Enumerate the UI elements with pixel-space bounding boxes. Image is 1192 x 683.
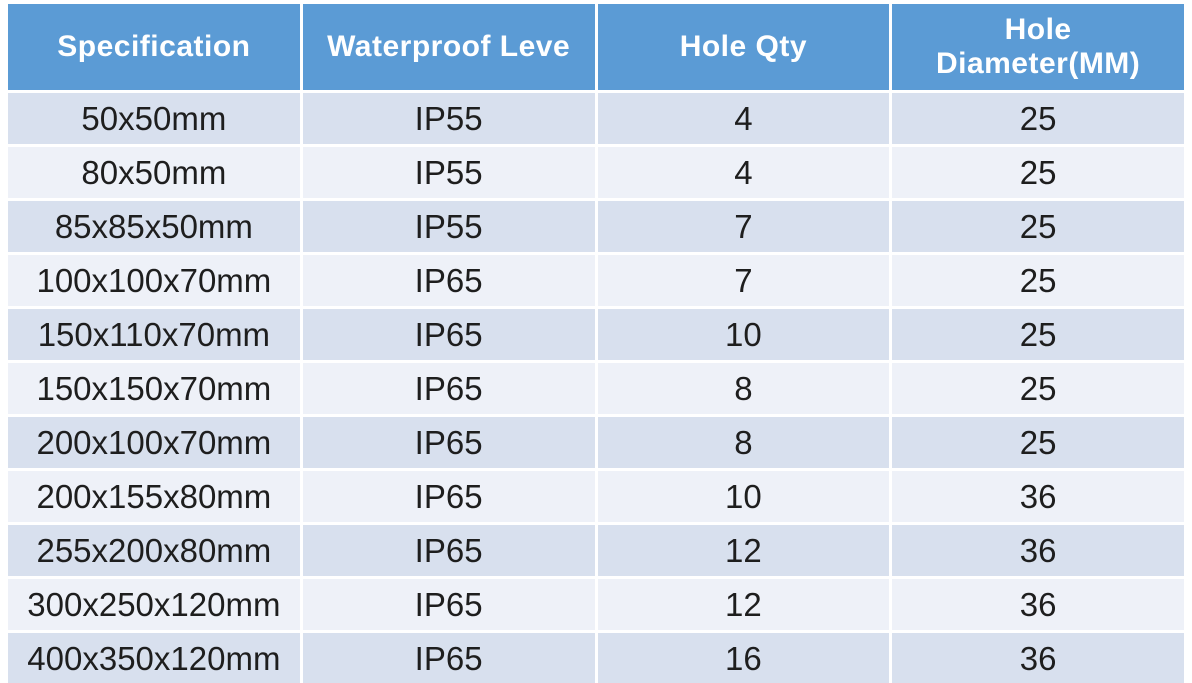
waterproof-level-cell: IP65: [302, 633, 595, 683]
column-header-label: Specification: [57, 29, 251, 63]
table-row: 200x155x80mm IP65 10 36: [8, 471, 1184, 522]
hole-qty-cell: 4: [597, 147, 890, 198]
hole-qty-cell: 8: [597, 417, 890, 468]
table-row: 200x100x70mm IP65 8 25: [8, 417, 1184, 468]
waterproof-level-cell: IP55: [302, 93, 595, 144]
specification-cell: 400x350x120mm: [8, 633, 300, 683]
column-header-hole-diameter: Hole Diameter(MM): [892, 4, 1184, 90]
hole-qty-cell: 16: [597, 633, 890, 683]
table-row: 300x250x120mm IP65 12 36: [8, 579, 1184, 630]
hole-qty-cell: 10: [597, 471, 890, 522]
waterproof-level-cell: IP65: [302, 309, 595, 360]
table-row: 100x100x70mm IP65 7 25: [8, 255, 1184, 306]
hole-diameter-cell: 25: [892, 363, 1184, 414]
column-header-label: Waterproof Leve: [327, 29, 571, 63]
hole-diameter-cell: 36: [892, 471, 1184, 522]
hole-qty-cell: 10: [597, 309, 890, 360]
hole-diameter-cell: 25: [892, 417, 1184, 468]
hole-qty-cell: 12: [597, 579, 890, 630]
specification-cell: 150x150x70mm: [8, 363, 300, 414]
waterproof-level-cell: IP65: [302, 255, 595, 306]
column-header-specification: Specification: [8, 4, 300, 90]
waterproof-level-cell: IP55: [302, 147, 595, 198]
specification-cell: 100x100x70mm: [8, 255, 300, 306]
column-header-waterproof-level: Waterproof Leve: [302, 4, 595, 90]
hole-diameter-cell: 25: [892, 201, 1184, 252]
specification-cell: 200x155x80mm: [8, 471, 300, 522]
specification-cell: 80x50mm: [8, 147, 300, 198]
hole-qty-cell: 7: [597, 255, 890, 306]
waterproof-level-cell: IP65: [302, 579, 595, 630]
hole-diameter-cell: 25: [892, 147, 1184, 198]
table-row: 150x150x70mm IP65 8 25: [8, 363, 1184, 414]
specification-cell: 50x50mm: [8, 93, 300, 144]
waterproof-level-cell: IP55: [302, 201, 595, 252]
hole-diameter-cell: 36: [892, 525, 1184, 576]
table-row: 255x200x80mm IP65 12 36: [8, 525, 1184, 576]
waterproof-level-cell: IP65: [302, 471, 595, 522]
table-row: 400x350x120mm IP65 16 36: [8, 633, 1184, 683]
hole-diameter-cell: 36: [892, 633, 1184, 683]
specification-cell: 300x250x120mm: [8, 579, 300, 630]
spec-table: Specification Waterproof Leve Hole Qty H…: [5, 1, 1187, 683]
waterproof-level-cell: IP65: [302, 525, 595, 576]
table-row: 50x50mm IP55 4 25: [8, 93, 1184, 144]
specification-cell: 85x85x50mm: [8, 201, 300, 252]
waterproof-level-cell: IP65: [302, 417, 595, 468]
hole-diameter-cell: 25: [892, 309, 1184, 360]
hole-qty-cell: 12: [597, 525, 890, 576]
hole-qty-cell: 7: [597, 201, 890, 252]
table-row: 80x50mm IP55 4 25: [8, 147, 1184, 198]
table-row: 85x85x50mm IP55 7 25: [8, 201, 1184, 252]
hole-qty-cell: 4: [597, 93, 890, 144]
table-header: Specification Waterproof Leve Hole Qty H…: [8, 4, 1184, 90]
specification-cell: 200x100x70mm: [8, 417, 300, 468]
hole-qty-cell: 8: [597, 363, 890, 414]
waterproof-level-cell: IP65: [302, 363, 595, 414]
hole-diameter-cell: 36: [892, 579, 1184, 630]
table-body: 50x50mm IP55 4 25 80x50mm IP55 4 25 85x8…: [8, 93, 1184, 683]
hole-diameter-cell: 25: [892, 93, 1184, 144]
hole-diameter-cell: 25: [892, 255, 1184, 306]
specification-cell: 150x110x70mm: [8, 309, 300, 360]
header-row: Specification Waterproof Leve Hole Qty H…: [8, 4, 1184, 90]
column-header-label: Hole Diameter(MM): [935, 12, 1141, 81]
column-header-label: Hole Qty: [679, 29, 808, 63]
table-row: 150x110x70mm IP65 10 25: [8, 309, 1184, 360]
specification-cell: 255x200x80mm: [8, 525, 300, 576]
column-header-hole-qty: Hole Qty: [597, 4, 890, 90]
